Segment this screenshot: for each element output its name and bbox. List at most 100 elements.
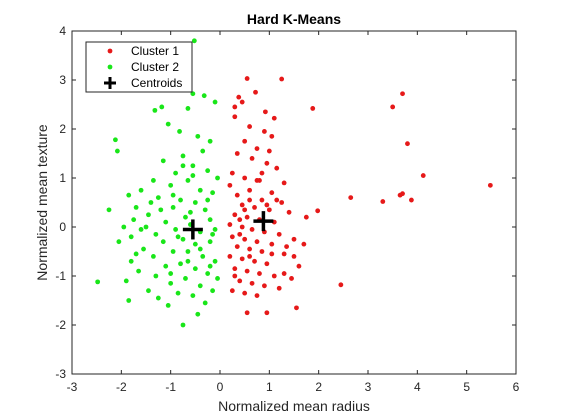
data-point <box>405 141 410 147</box>
data-point <box>126 192 132 198</box>
data-point <box>247 187 253 193</box>
data-point <box>244 268 250 274</box>
data-point <box>271 273 277 279</box>
data-point <box>202 207 208 213</box>
data-point <box>234 192 240 198</box>
x-tick-label: 5 <box>463 380 470 394</box>
data-point <box>185 258 191 264</box>
data-point <box>153 273 159 279</box>
data-point <box>264 202 270 208</box>
data-point <box>232 114 238 120</box>
data-point <box>232 266 238 272</box>
data-point <box>178 197 183 203</box>
data-point <box>269 190 275 196</box>
data-point <box>168 280 174 286</box>
data-point <box>232 104 238 110</box>
legend-marker <box>104 77 116 89</box>
data-point <box>202 300 208 306</box>
data-point <box>205 168 211 174</box>
data-points <box>95 38 493 328</box>
data-point <box>281 251 287 257</box>
legend-label: Centroids <box>131 76 182 90</box>
data-point <box>180 236 186 242</box>
data-point <box>249 227 255 232</box>
data-point <box>165 121 171 127</box>
data-point <box>279 200 285 205</box>
data-point <box>180 153 186 159</box>
y-tick-label: -3 <box>55 367 66 381</box>
data-point <box>138 187 144 193</box>
data-point <box>232 212 238 218</box>
data-point <box>234 151 240 156</box>
data-point <box>284 244 289 250</box>
data-point <box>247 124 253 129</box>
data-point <box>136 268 142 274</box>
x-tick-label: 0 <box>217 380 224 394</box>
data-point <box>138 227 144 232</box>
data-point <box>146 212 151 218</box>
data-point <box>168 271 174 276</box>
data-point <box>116 239 122 245</box>
data-point <box>247 197 253 203</box>
x-tick-label: 6 <box>513 380 520 394</box>
data-point <box>159 104 165 110</box>
data-point <box>151 254 156 259</box>
axis-ticks: -3 -2 -1 0 1 2 3 4 5 6 -3 -2 -1 0 1 2 3 4 <box>55 24 519 394</box>
data-point <box>252 258 257 264</box>
data-point <box>244 214 250 220</box>
data-point <box>242 138 248 144</box>
data-point <box>239 224 245 230</box>
data-point <box>131 217 137 223</box>
y-tick-label: 0 <box>59 220 66 234</box>
data-point <box>236 94 242 100</box>
data-point <box>192 266 198 272</box>
data-point <box>207 138 213 144</box>
x-tick-label: -1 <box>165 380 176 394</box>
y-tick-label: -1 <box>55 269 66 283</box>
data-point <box>197 187 203 193</box>
data-point <box>188 209 193 215</box>
data-point <box>229 170 235 176</box>
legend-label: Cluster 1 <box>131 44 179 58</box>
data-point <box>185 178 191 183</box>
data-point <box>266 148 272 154</box>
data-point <box>200 254 206 259</box>
data-point <box>151 178 156 183</box>
x-tick-label: -2 <box>116 380 127 394</box>
data-point <box>160 239 166 245</box>
data-point <box>212 258 218 264</box>
x-tick-label: 2 <box>315 380 322 394</box>
data-point <box>294 305 299 311</box>
data-point <box>207 239 213 245</box>
data-point <box>215 175 220 181</box>
data-point <box>114 148 120 154</box>
data-point <box>262 109 268 115</box>
y-tick-label: -2 <box>55 318 66 332</box>
data-point <box>183 214 188 220</box>
data-point <box>232 273 238 279</box>
y-tick-label: 1 <box>59 171 66 185</box>
data-point <box>165 303 171 308</box>
data-point <box>262 283 267 289</box>
data-point <box>271 115 277 121</box>
legend-marker <box>107 64 113 70</box>
data-point <box>244 76 250 81</box>
data-point <box>210 288 216 294</box>
data-point <box>175 234 181 240</box>
data-point <box>143 224 149 230</box>
data-point <box>274 197 280 203</box>
data-point <box>269 251 275 257</box>
data-point <box>264 310 270 316</box>
data-point <box>148 200 154 205</box>
data-point <box>197 246 203 252</box>
data-point <box>200 148 206 154</box>
data-point <box>126 298 132 303</box>
data-point <box>173 227 179 232</box>
data-point <box>190 163 196 169</box>
data-point <box>190 293 196 298</box>
legend-marker <box>107 48 113 54</box>
data-point <box>163 263 169 269</box>
data-point <box>303 214 309 220</box>
data-point <box>264 261 270 267</box>
data-point <box>197 283 203 289</box>
